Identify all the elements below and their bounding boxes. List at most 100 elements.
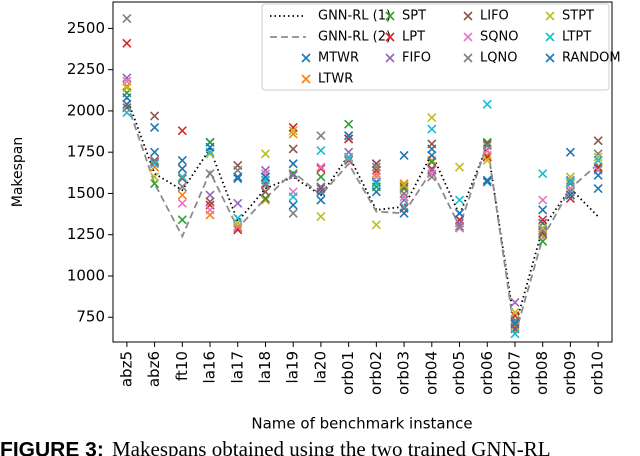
- x-tick-label: orb05: [450, 351, 468, 395]
- marker: [593, 155, 603, 166]
- marker: [545, 53, 555, 63]
- marker: [593, 149, 603, 159]
- x-tick-label: orb09: [561, 351, 579, 395]
- marker: [122, 93, 132, 103]
- marker: [463, 53, 473, 63]
- marker: [288, 192, 298, 202]
- marker: [510, 329, 520, 339]
- marker: [565, 147, 575, 157]
- marker: [150, 159, 160, 169]
- marker: [510, 315, 520, 326]
- marker: [538, 205, 548, 215]
- marker: [316, 195, 326, 205]
- marker: [301, 74, 311, 84]
- marker: [150, 155, 160, 166]
- y-tick-label: 2500: [67, 19, 105, 37]
- marker: [233, 165, 243, 175]
- marker: [399, 180, 409, 190]
- marker: [538, 195, 548, 205]
- x-tick-label: ft10: [173, 351, 191, 381]
- marker: [538, 225, 548, 235]
- x-tick-label: orb07: [505, 351, 523, 395]
- marker: [399, 202, 409, 212]
- marker: [344, 134, 354, 144]
- marker: [288, 122, 298, 133]
- marker: [538, 223, 548, 233]
- marker: [593, 136, 603, 146]
- marker: [288, 170, 298, 180]
- marker: [399, 150, 409, 161]
- marker: [316, 172, 326, 182]
- marker: [545, 11, 555, 21]
- marker: [344, 155, 354, 166]
- marker: [233, 225, 243, 235]
- marker: [122, 76, 132, 86]
- marker: [288, 126, 298, 136]
- marker: [427, 112, 437, 123]
- marker: [177, 198, 187, 208]
- marker: [371, 172, 381, 182]
- marker: [205, 190, 215, 200]
- legend: GNN-RL (1) GNN-RL (2) MTWR LTWR SPT LPT FIFO LI…: [261, 3, 621, 91]
- marker: [260, 187, 271, 197]
- legend-label: LQNO: [480, 51, 517, 66]
- marker: [122, 73, 132, 83]
- marker: [454, 215, 465, 225]
- marker: [399, 188, 409, 199]
- marker: [482, 177, 492, 187]
- marker: [371, 162, 381, 172]
- x-tick-label: orb04: [422, 351, 440, 395]
- marker: [565, 175, 575, 185]
- legend-label: SPT: [402, 9, 426, 24]
- y-tick-label: 1250: [67, 225, 105, 243]
- marker: [150, 157, 160, 167]
- marker: [233, 221, 243, 232]
- marker: [399, 195, 409, 205]
- marker: [427, 124, 437, 134]
- marker: [482, 141, 492, 151]
- marker: [399, 192, 409, 202]
- marker: [177, 182, 187, 192]
- y-axis-label: Makespan: [10, 137, 26, 208]
- marker: [288, 129, 298, 139]
- y-tick-label: 1500: [67, 184, 105, 202]
- marker: [593, 152, 603, 162]
- marker: [260, 195, 271, 205]
- marker: [385, 53, 395, 63]
- legend-label: SQNO: [480, 30, 518, 45]
- marker: [205, 169, 215, 179]
- marker: [482, 155, 492, 166]
- marker: [371, 165, 381, 175]
- marker: [122, 99, 132, 109]
- marker: [150, 111, 160, 121]
- marker: [538, 236, 548, 246]
- marker: [385, 11, 395, 21]
- marker: [385, 32, 395, 42]
- marker: [150, 122, 160, 133]
- marker: [454, 208, 465, 218]
- legend-label: LIFO: [480, 9, 509, 24]
- marker: [122, 108, 132, 118]
- marker: [260, 149, 271, 159]
- legend-label: FIFO: [402, 51, 431, 66]
- marker: [260, 175, 271, 185]
- marker: [177, 215, 187, 225]
- marker: [260, 178, 271, 189]
- marker: [538, 226, 548, 236]
- x-tick-label: la20: [311, 351, 329, 383]
- marker: [454, 195, 465, 205]
- marker: [344, 131, 354, 141]
- marker: [538, 169, 548, 179]
- marker: [463, 11, 473, 21]
- x-tick-label: orb01: [339, 351, 357, 395]
- marker: [150, 147, 160, 157]
- marker: [288, 144, 298, 154]
- marker: [482, 175, 492, 185]
- marker: [288, 208, 298, 218]
- marker: [454, 221, 465, 232]
- x-tick-label: orb03: [395, 351, 413, 395]
- marker: [301, 53, 311, 63]
- marker: [593, 170, 603, 180]
- y-tick-label: 1000: [67, 266, 105, 284]
- plot-frame: [112, 1, 613, 343]
